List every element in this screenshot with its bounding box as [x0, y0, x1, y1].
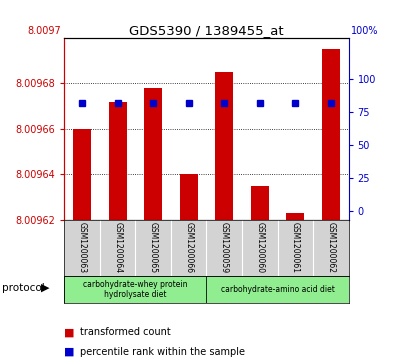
Title: GDS5390 / 1389455_at: GDS5390 / 1389455_at [129, 24, 284, 37]
Text: carbohydrate-amino acid diet: carbohydrate-amino acid diet [221, 285, 334, 294]
Text: GSM1200063: GSM1200063 [78, 222, 87, 273]
Bar [180, 174, 198, 220]
Text: GSM1200059: GSM1200059 [220, 222, 229, 273]
Text: ▶: ▶ [41, 283, 49, 293]
Bar [215, 72, 233, 220]
Text: protocol: protocol [2, 283, 45, 293]
Text: GSM1200062: GSM1200062 [326, 222, 335, 273]
Text: GSM1200060: GSM1200060 [255, 222, 264, 273]
Text: GSM1200064: GSM1200064 [113, 222, 122, 273]
Bar [207, 277, 349, 302]
Text: percentile rank within the sample: percentile rank within the sample [80, 347, 245, 357]
Bar [64, 277, 207, 302]
Text: 100%: 100% [352, 26, 379, 36]
Text: GSM1200065: GSM1200065 [149, 222, 158, 273]
Bar [251, 185, 269, 220]
Text: transformed count: transformed count [80, 327, 171, 337]
Text: carbohydrate-whey protein
hydrolysate diet: carbohydrate-whey protein hydrolysate di… [83, 280, 188, 299]
Text: 8.0097: 8.0097 [28, 26, 61, 36]
Text: ■: ■ [64, 327, 75, 337]
Text: ■: ■ [64, 347, 75, 357]
Bar [73, 129, 91, 220]
Bar [109, 102, 127, 220]
Bar [322, 49, 340, 220]
Bar [286, 213, 304, 220]
Bar [144, 88, 162, 220]
Text: GSM1200061: GSM1200061 [291, 222, 300, 273]
Text: GSM1200066: GSM1200066 [184, 222, 193, 273]
